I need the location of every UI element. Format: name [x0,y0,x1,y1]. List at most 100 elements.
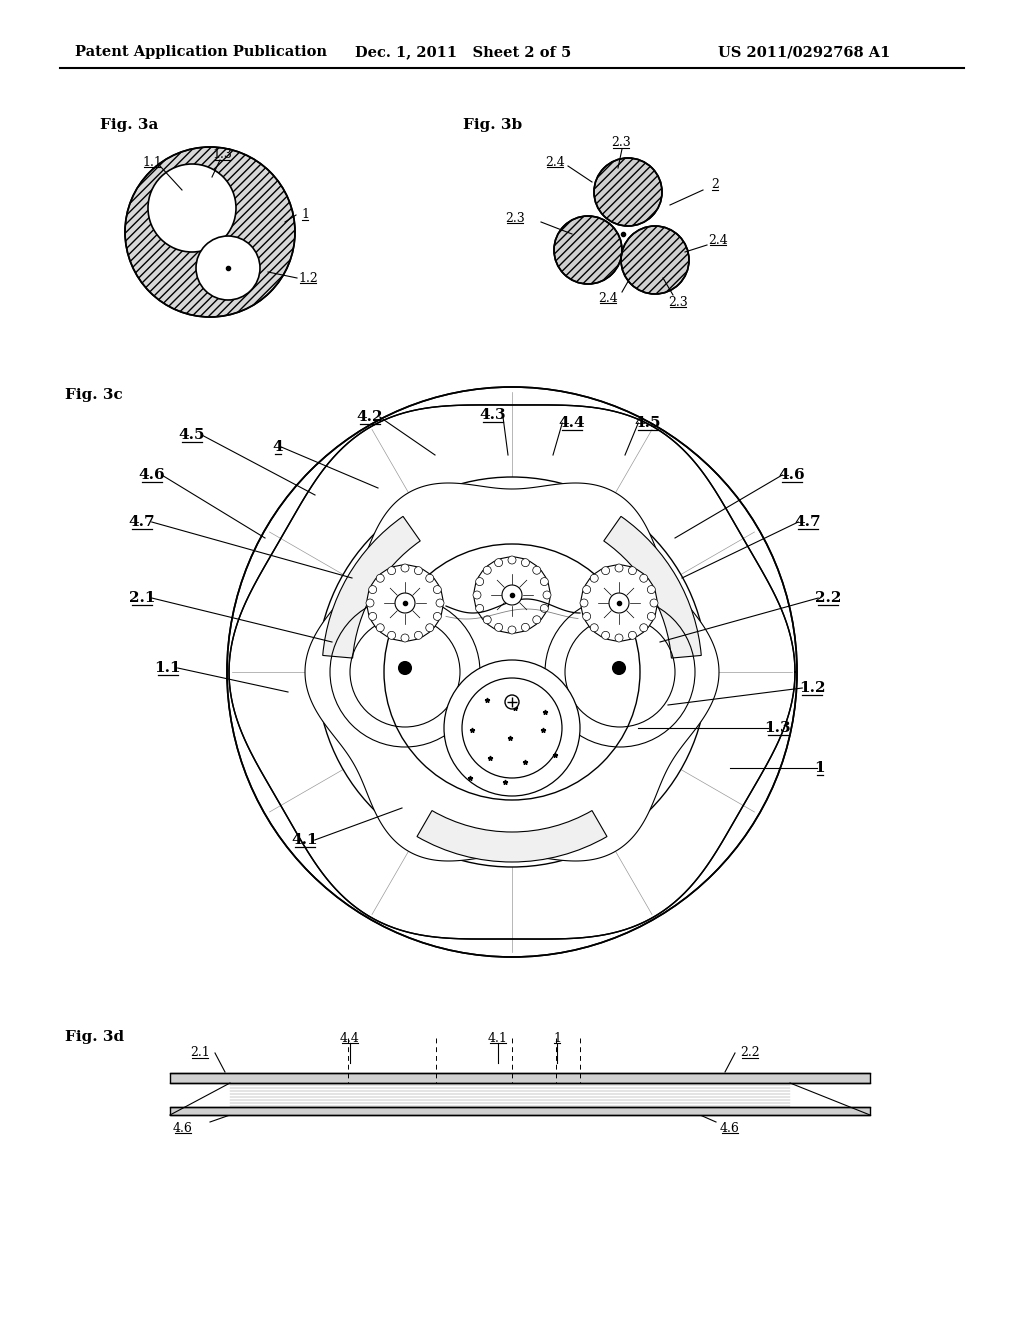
Text: US 2011/0292768 A1: US 2011/0292768 A1 [718,45,891,59]
Text: 4.4: 4.4 [559,416,586,430]
Circle shape [388,631,395,639]
Circle shape [483,615,492,624]
Text: 4.1: 4.1 [292,833,318,847]
Text: 4.5: 4.5 [635,416,662,430]
Text: 1.2: 1.2 [298,272,317,285]
Circle shape [444,660,580,796]
Circle shape [369,586,377,594]
Circle shape [543,591,551,599]
Wedge shape [604,516,701,659]
Text: 1.2: 1.2 [799,681,825,696]
Circle shape [388,566,395,574]
Circle shape [581,565,657,642]
Bar [170,1107,870,1115]
Circle shape [384,544,640,800]
Text: 1.3: 1.3 [765,721,792,735]
Polygon shape [229,405,795,939]
Circle shape [640,574,648,582]
Circle shape [602,631,609,639]
Circle shape [629,566,636,574]
Circle shape [580,599,588,607]
Circle shape [495,558,503,566]
Text: Dec. 1, 2011   Sheet 2 of 5: Dec. 1, 2011 Sheet 2 of 5 [355,45,571,59]
Text: 4.7: 4.7 [795,515,821,529]
Circle shape [505,696,519,709]
Text: Fig. 3c: Fig. 3c [65,388,123,403]
Circle shape [647,612,655,620]
Text: 4.4: 4.4 [340,1031,360,1044]
Text: 2.3: 2.3 [611,136,631,149]
Circle shape [621,226,689,294]
Circle shape [629,631,636,639]
Circle shape [502,585,522,605]
Circle shape [317,477,707,867]
Circle shape [401,564,409,572]
Text: 2.3: 2.3 [505,211,525,224]
Circle shape [508,556,516,564]
Text: 4.2: 4.2 [356,411,383,424]
Text: 2.2: 2.2 [740,1047,760,1060]
Circle shape [395,593,415,612]
Circle shape [125,147,295,317]
Circle shape [415,631,422,639]
Circle shape [227,387,797,957]
Text: 2.2: 2.2 [815,591,841,605]
Text: 2.1: 2.1 [190,1047,210,1060]
Text: 4: 4 [272,440,284,454]
Text: 1.1: 1.1 [155,661,181,675]
Circle shape [532,566,541,574]
Text: 4.7: 4.7 [129,515,156,529]
Circle shape [647,586,655,594]
Circle shape [615,634,623,642]
Circle shape [473,591,481,599]
Circle shape [495,623,503,631]
Circle shape [609,593,629,612]
Circle shape [433,612,441,620]
Text: 4.1: 4.1 [488,1031,508,1044]
Circle shape [615,564,623,572]
Circle shape [426,574,434,582]
Circle shape [426,624,434,632]
Circle shape [196,236,260,300]
Circle shape [476,605,483,612]
Text: 2.4: 2.4 [598,292,617,305]
Circle shape [521,623,529,631]
Circle shape [483,566,492,574]
Circle shape [369,612,377,620]
Text: 1.3: 1.3 [212,149,232,161]
Circle shape [541,578,548,586]
Text: 4.6: 4.6 [173,1122,193,1134]
Text: Fig. 3b: Fig. 3b [463,117,522,132]
Circle shape [541,605,548,612]
Text: 4.6: 4.6 [778,469,805,482]
Circle shape [590,574,598,582]
Circle shape [148,164,236,252]
Circle shape [474,557,550,634]
Circle shape [640,624,648,632]
Text: Patent Application Publication: Patent Application Publication [75,45,327,59]
Circle shape [462,678,562,777]
Text: 2.3: 2.3 [668,296,688,309]
Text: 1: 1 [301,209,309,222]
Text: 4.5: 4.5 [179,428,205,442]
Text: 1.1: 1.1 [142,156,162,169]
Text: 1: 1 [815,762,825,775]
Circle shape [436,599,444,607]
Circle shape [401,634,409,642]
Circle shape [366,599,374,607]
Circle shape [532,615,541,624]
Circle shape [476,578,483,586]
Text: 2: 2 [711,178,719,191]
Text: Fig. 3d: Fig. 3d [65,1030,124,1044]
Text: 2.4: 2.4 [545,156,565,169]
Circle shape [594,158,662,226]
Circle shape [367,565,443,642]
Circle shape [590,624,598,632]
Text: 1: 1 [553,1031,561,1044]
Circle shape [650,599,658,607]
Bar [170,1073,870,1082]
Circle shape [376,574,384,582]
Circle shape [521,558,529,566]
Wedge shape [417,810,607,862]
Circle shape [583,586,591,594]
